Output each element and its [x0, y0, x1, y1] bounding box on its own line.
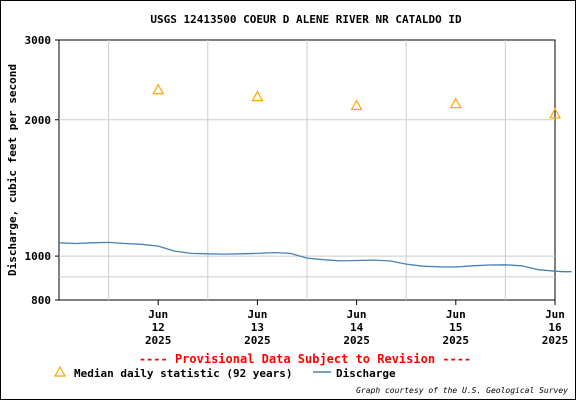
- series-layer: [58, 83, 572, 273]
- median-marker: [548, 107, 562, 119]
- credit-note: Graph courtesy of the U.S. Geological Su…: [356, 386, 568, 395]
- discharge-line: [58, 241, 572, 273]
- legend: Median daily statistic (92 years) Discha…: [53, 365, 396, 380]
- x-tick-label: Jun: [446, 308, 466, 321]
- x-tick-label: 15: [449, 321, 462, 334]
- median-marker: [350, 99, 363, 111]
- provisional-note: ---- Provisional Data Subject to Revisio…: [139, 352, 471, 366]
- legend-median-marker: [53, 365, 67, 377]
- chart-title: USGS 12413500 COEUR D ALENE RIVER NR CAT…: [150, 13, 462, 26]
- median-marker: [152, 83, 165, 95]
- x-tick-label: Jun: [347, 308, 367, 321]
- y-tick-label: 800: [31, 294, 51, 307]
- x-tick-label: Jun: [247, 308, 267, 321]
- median-marker: [251, 90, 264, 102]
- x-axis-ticks: Jun122025Jun132025Jun142025Jun152025Jun1…: [145, 300, 568, 347]
- legend-discharge-label: Discharge: [336, 367, 396, 380]
- x-tick-label: 16: [548, 321, 562, 334]
- legend-median-label: Median daily statistic (92 years): [74, 367, 293, 380]
- x-tick-label: 14: [350, 321, 364, 334]
- x-tick-label: 13: [251, 321, 264, 334]
- y-tick-label: 1000: [25, 250, 52, 263]
- x-tick-label: Jun: [148, 308, 168, 321]
- grid-lines: [59, 40, 555, 300]
- y-tick-label: 3000: [25, 34, 52, 47]
- x-tick-label: Jun: [545, 308, 565, 321]
- y-axis-label: Discharge, cubic feet per second: [6, 64, 19, 276]
- median-marker: [449, 97, 462, 109]
- x-tick-label: 12: [152, 321, 165, 334]
- x-tick-label: 2025: [542, 334, 569, 347]
- x-tick-label: 2025: [244, 334, 271, 347]
- y-tick-label: 2000: [25, 114, 52, 127]
- y-axis-ticks: 800 1000 2000 3000: [25, 34, 59, 307]
- x-tick-label: 2025: [145, 334, 172, 347]
- x-tick-label: 2025: [343, 334, 370, 347]
- x-tick-label: 2025: [443, 334, 470, 347]
